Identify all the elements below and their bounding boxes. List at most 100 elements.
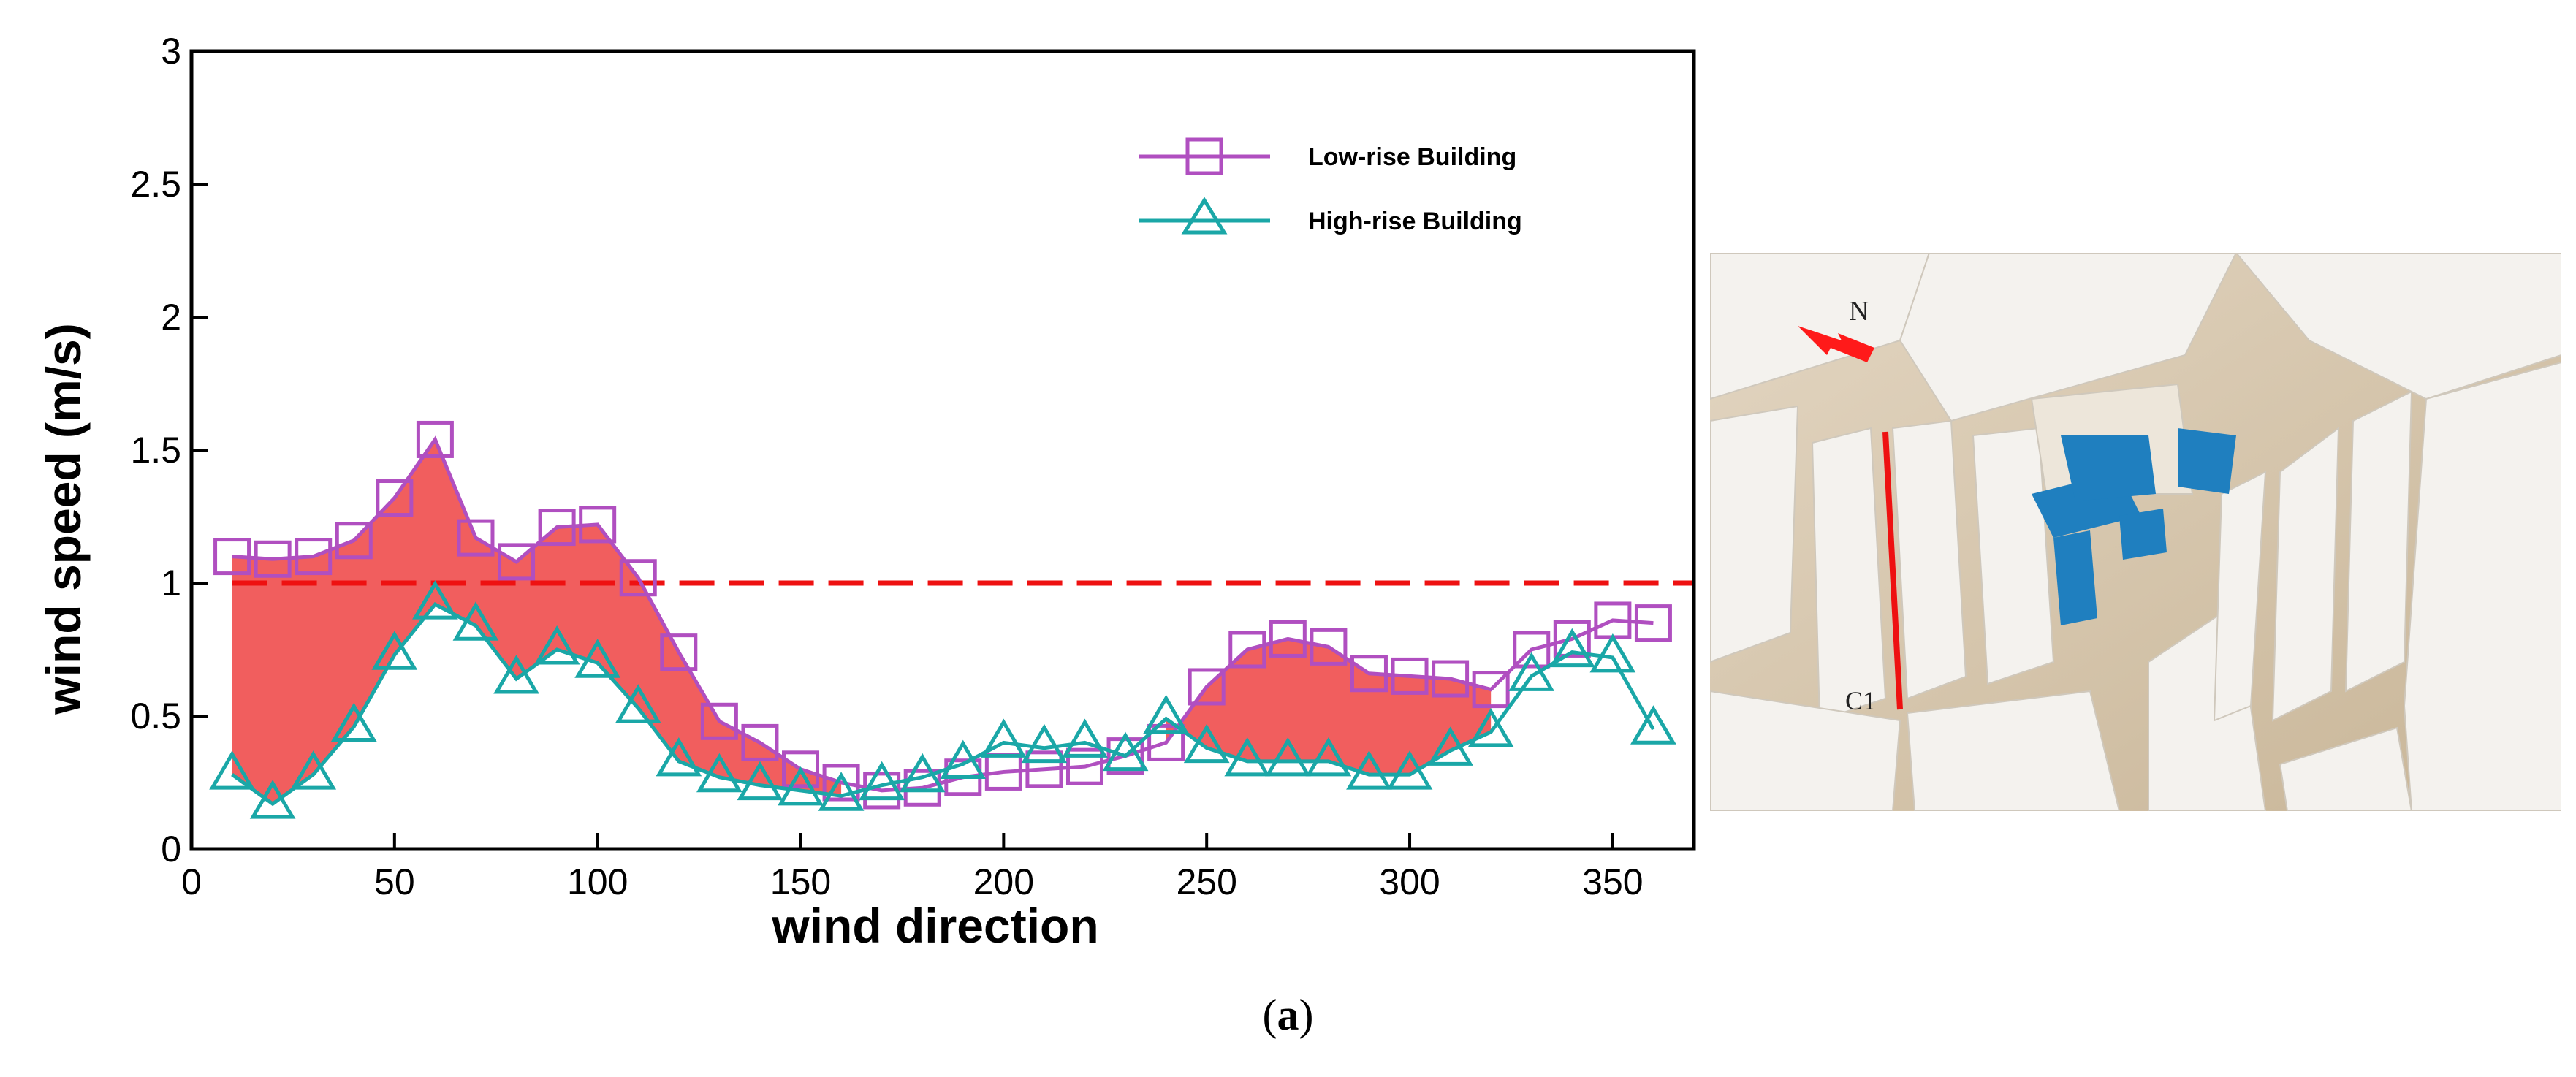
high-rise-marker <box>1630 705 1676 745</box>
high-rise-marker <box>1467 707 1514 747</box>
building-block <box>2213 471 2267 722</box>
low-rise-marker <box>498 543 536 581</box>
low-rise-marker <box>1025 750 1063 788</box>
low-rise-marker <box>1228 631 1266 669</box>
legend-low-rise-marker <box>1185 137 1223 175</box>
low-rise-marker <box>1634 604 1672 642</box>
low-rise-marker <box>1106 737 1144 775</box>
high-rise-marker <box>737 761 783 801</box>
low-rise-marker <box>1513 631 1551 669</box>
x-tick-label: 50 <box>374 861 415 902</box>
shaded-area <box>232 439 842 804</box>
building-block <box>1906 690 2121 811</box>
caption-open: ( <box>1262 991 1277 1039</box>
high-rise-marker <box>859 761 905 801</box>
highlighted-building <box>2119 509 2167 560</box>
low-rise-marker <box>416 420 454 458</box>
low-rise-marker <box>1188 668 1226 706</box>
high-rise-marker <box>1386 750 1433 790</box>
high-rise-marker <box>330 702 377 742</box>
building-block <box>1891 419 1967 700</box>
low-rise-marker <box>295 538 333 576</box>
y-axis-title: wind speed (m/s) <box>37 323 91 715</box>
y-tick-label: 2.5 <box>130 164 181 205</box>
high-rise-marker <box>899 753 946 793</box>
low-rise-marker <box>660 633 698 671</box>
caption-letter: a <box>1277 991 1299 1039</box>
low-rise-series <box>213 420 1672 810</box>
x-axis-ticks: 0 50 100 150 200 250 300 350 <box>181 833 1644 902</box>
high-rise-line <box>231 601 1655 807</box>
north-arrow <box>1798 326 1874 362</box>
y-tick-label: 1 <box>161 563 181 604</box>
measurement-line-label: C1 <box>1845 686 1876 715</box>
high-rise-marker <box>1346 750 1392 790</box>
high-rise-marker <box>778 766 824 806</box>
wind-speed-chart: 0 50 100 150 200 250 300 350 0 0.5 1 1.5 2 2.5 3 wind… <box>37 31 1696 953</box>
low-rise-marker <box>1350 655 1388 693</box>
x-tick-label: 150 <box>770 861 831 902</box>
building-block <box>2235 253 2561 400</box>
high-rise-marker <box>1589 633 1636 673</box>
high-rise-marker <box>1264 737 1311 777</box>
legend-item-high-rise: High-rise Building <box>1139 197 1522 235</box>
high-rise-marker <box>371 631 418 670</box>
high-rise-marker <box>1305 737 1352 777</box>
low-rise-marker <box>619 559 657 597</box>
low-rise-marker <box>1391 657 1429 695</box>
high-rise-marker <box>1508 652 1555 691</box>
urban-model-photo: C1 N <box>1710 253 2561 811</box>
high-rise-marker <box>1427 726 1473 766</box>
building-block <box>2403 361 2561 811</box>
north-arrow-label: N <box>1849 296 1869 327</box>
x-axis-title: wind direction <box>771 899 1098 953</box>
low-rise-marker <box>1472 671 1510 709</box>
x-tick-label: 250 <box>1176 861 1236 902</box>
high-rise-marker <box>980 718 1027 758</box>
high-rise-marker <box>818 772 865 811</box>
low-rise-marker <box>376 479 414 517</box>
highlighted-building <box>2178 428 2236 494</box>
low-rise-marker <box>1147 723 1185 761</box>
high-rise-marker <box>940 739 987 780</box>
high-rise-marker <box>696 753 742 793</box>
low-rise-marker <box>700 702 738 740</box>
x-tick-label: 0 <box>181 861 202 902</box>
low-rise-marker <box>213 538 251 576</box>
building-block <box>2344 390 2413 693</box>
y-tick-label: 0.5 <box>130 696 181 737</box>
building-block <box>1899 253 2238 422</box>
high-rise-marker <box>533 625 580 665</box>
building-block <box>1710 405 1799 663</box>
caption-close: ) <box>1299 991 1314 1039</box>
high-rise-marker <box>249 780 296 819</box>
x-tick-label: 200 <box>973 861 1034 902</box>
legend-high-rise-marker <box>1181 197 1228 235</box>
low-rise-marker <box>1310 628 1348 666</box>
low-rise-marker <box>579 506 617 544</box>
y-axis-ticks: 0 0.5 1 1.5 2 2.5 3 <box>130 31 208 869</box>
measurement-line-c1 <box>1882 431 1903 710</box>
legend-item-low-rise: Low-rise Building <box>1139 137 1516 175</box>
building-block <box>2279 726 2413 811</box>
high-rise-marker <box>1183 723 1230 764</box>
low-rise-marker <box>538 509 576 547</box>
high-rise-marker <box>1062 718 1108 758</box>
low-rise-marker <box>335 522 373 560</box>
high-rise-marker <box>1224 737 1271 777</box>
y-tick-label: 0 <box>161 829 181 869</box>
x-tick-label: 350 <box>1582 861 1643 902</box>
high-rise-series <box>209 580 1676 819</box>
high-rise-marker <box>615 684 661 723</box>
x-tick-label: 100 <box>567 861 628 902</box>
low-rise-marker <box>1553 620 1591 658</box>
high-rise-marker <box>656 737 702 777</box>
high-rise-marker <box>1102 731 1149 772</box>
urban-model-drawing: C1 N <box>1710 253 2561 811</box>
legend-low-rise-label: Low-rise Building <box>1308 143 1516 171</box>
highlighted-building <box>2053 530 2097 625</box>
high-rise-marker <box>209 750 255 790</box>
x-tick-label: 300 <box>1379 861 1440 902</box>
high-rise-marker <box>412 580 458 620</box>
y-tick-label: 1.5 <box>130 430 181 471</box>
